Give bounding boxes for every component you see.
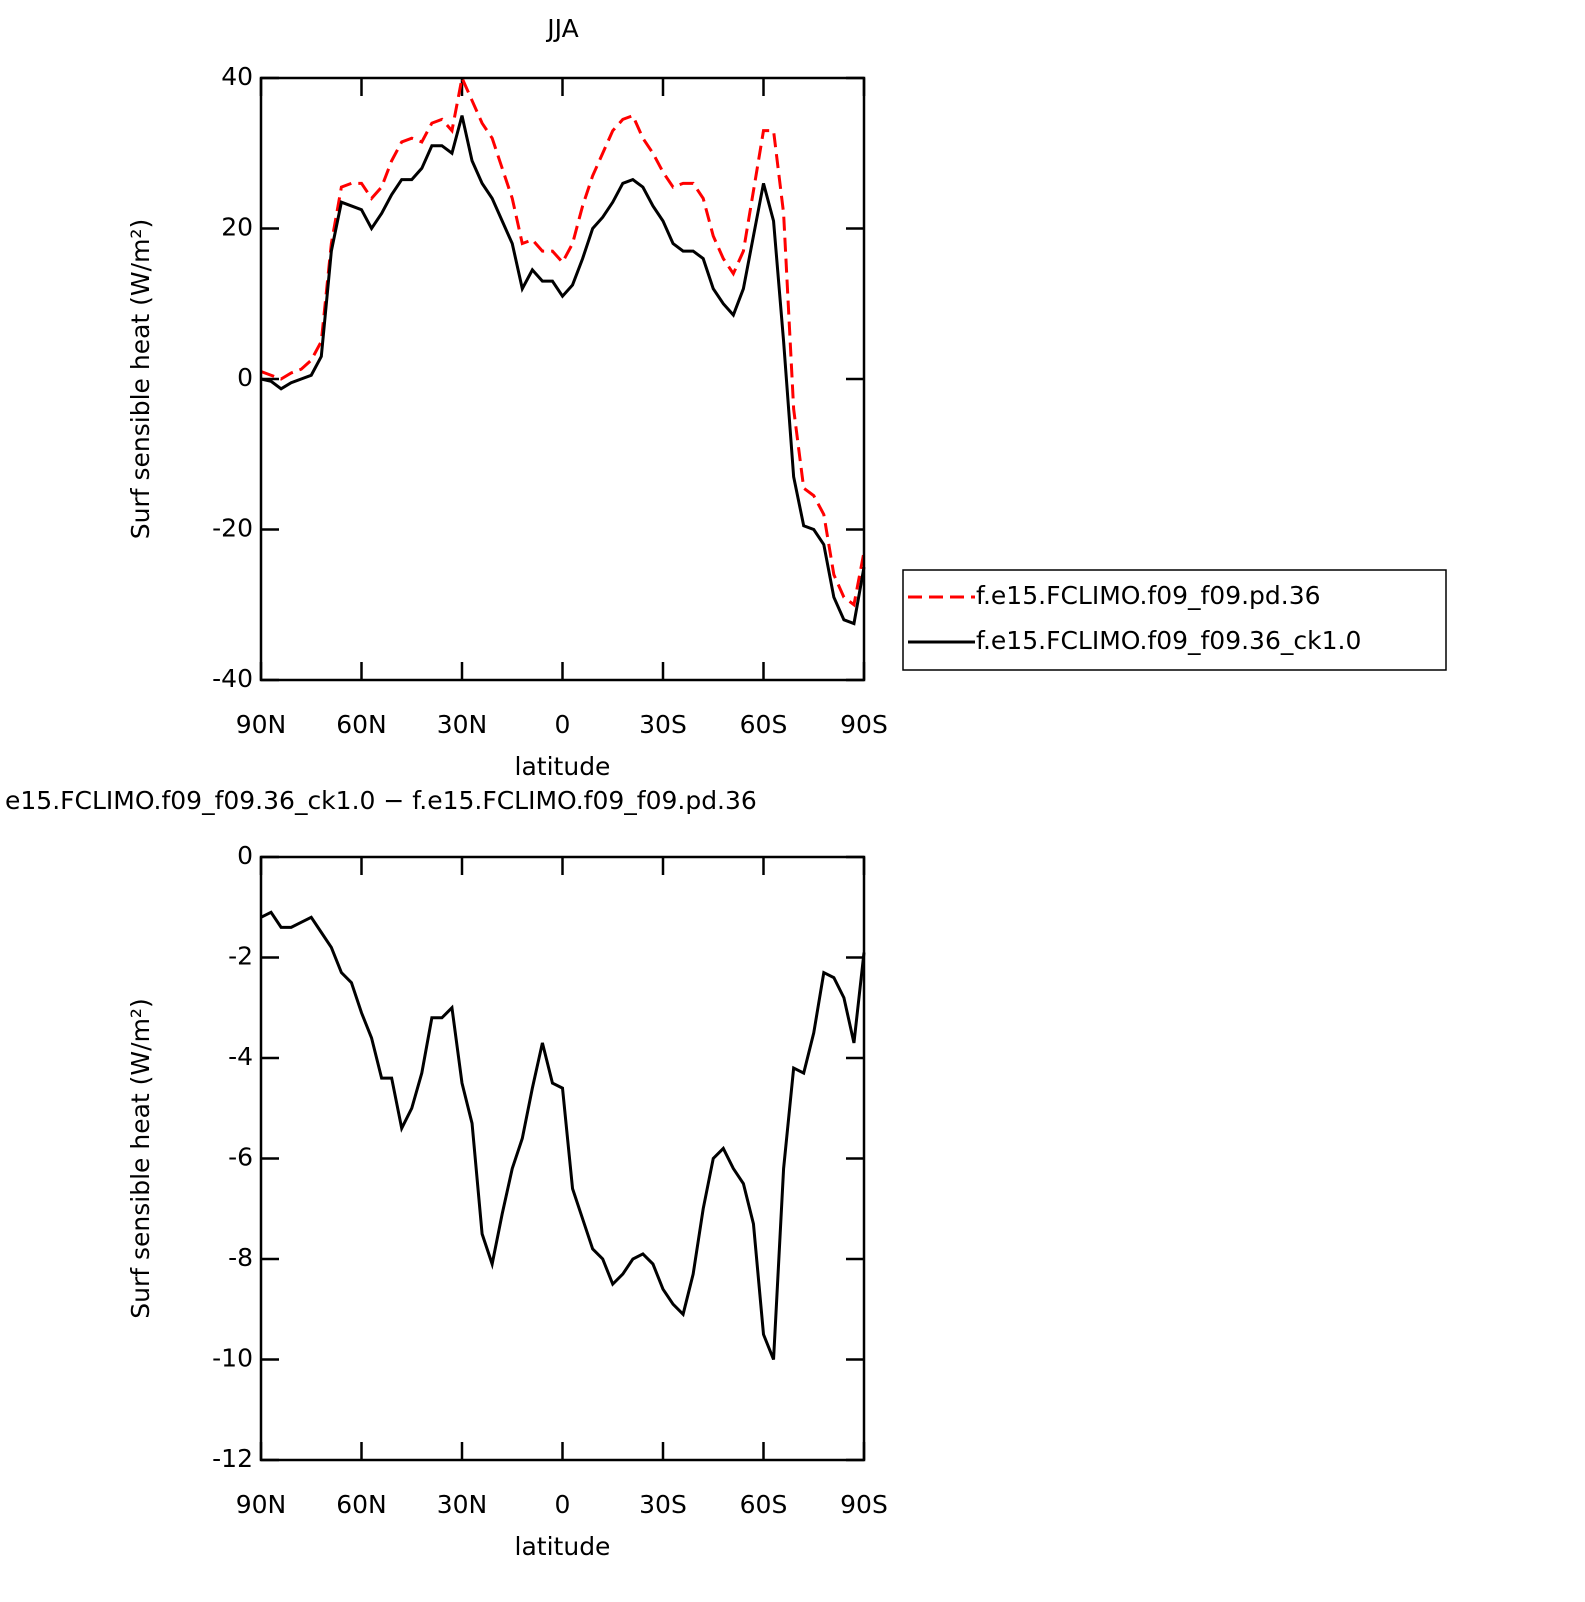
y-tick-label: 40	[221, 62, 253, 91]
legend-label: f.e15.FCLIMO.f09_f09.36_ck1.0	[976, 626, 1361, 655]
y-tick-label: -20	[212, 514, 253, 543]
x-tick-label: 90S	[840, 710, 888, 739]
x-axis-label: latitude	[515, 1532, 611, 1561]
x-axis-label: latitude	[515, 752, 611, 781]
x-tick-label: 60N	[336, 1490, 387, 1519]
y-axis-label: Surf sensible heat (W/m²)	[126, 998, 155, 1318]
x-tick-label: 30N	[437, 710, 488, 739]
chart-title: JJA	[545, 14, 578, 43]
x-tick-label: 90N	[236, 1490, 287, 1519]
y-tick-label: 0	[237, 841, 253, 870]
y-axis-label: Surf sensible heat (W/m²)	[126, 219, 155, 539]
data-line	[260, 910, 866, 1361]
x-tick-label: 30S	[639, 1490, 687, 1519]
y-tick-label: -10	[212, 1344, 253, 1373]
data-line	[260, 73, 866, 608]
legend-box	[902, 569, 1447, 671]
legend-label: f.e15.FCLIMO.f09_f09.pd.36	[976, 581, 1321, 610]
x-tick-label: 30N	[437, 1490, 488, 1519]
plot-frame	[259, 76, 866, 682]
plot-frame	[259, 855, 866, 1462]
y-tick-label: -6	[228, 1143, 253, 1172]
y-tick-label: 20	[221, 213, 253, 242]
x-tick-label: 90N	[236, 710, 287, 739]
y-tick-label: -40	[212, 664, 253, 693]
x-tick-label: 60N	[336, 710, 387, 739]
x-tick-label: 60S	[740, 710, 788, 739]
legend: f.e15.FCLIMO.f09_f09.pd.36 f.e15.FCLIMO.f…	[902, 569, 1447, 671]
y-tick-label: -2	[228, 942, 253, 971]
y-tick-label: -8	[228, 1243, 253, 1272]
data-line	[260, 115, 866, 626]
x-tick-label: 90S	[840, 1490, 888, 1519]
x-tick-label: 60S	[740, 1490, 788, 1519]
x-tick-label: 30S	[639, 710, 687, 739]
chart-title: e15.FCLIMO.f09_f09.36_ck1.0 − f.e15.FCLI…	[5, 786, 757, 815]
y-tick-label: -12	[212, 1444, 253, 1473]
y-tick-label: -4	[228, 1042, 253, 1071]
x-tick-label: 0	[555, 710, 571, 739]
x-tick-label: 0	[555, 1490, 571, 1519]
y-tick-label: 0	[237, 363, 253, 392]
